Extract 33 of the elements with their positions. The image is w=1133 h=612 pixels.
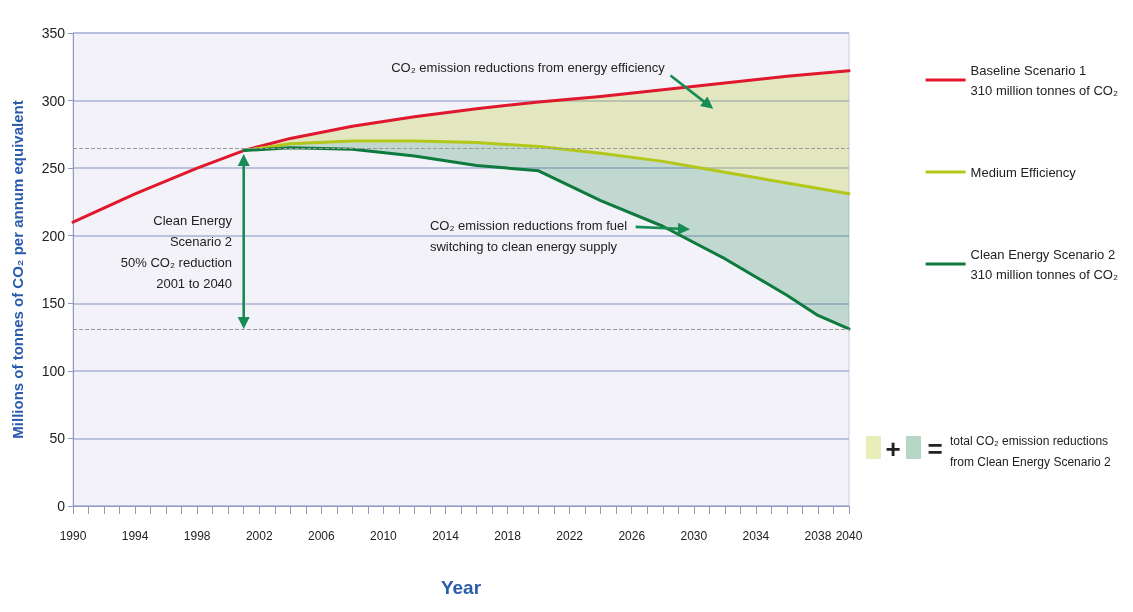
y-tick-label: 100 bbox=[41, 362, 66, 379]
y-tick-label: 50 bbox=[49, 430, 66, 447]
x-tick-label: 2010 bbox=[370, 529, 398, 543]
y-tick-label: 300 bbox=[41, 92, 66, 109]
x-axis-title: Year bbox=[440, 577, 482, 598]
y-tick-label: 200 bbox=[41, 227, 66, 244]
x-tick-label: 2038 bbox=[804, 529, 832, 543]
x-tick-label: 2014 bbox=[432, 529, 460, 543]
x-tick-label: 2026 bbox=[618, 529, 646, 543]
y-tick-label: 250 bbox=[41, 160, 66, 177]
legend-label: Medium Efficiency bbox=[970, 164, 1077, 180]
x-tick-label: 2006 bbox=[307, 529, 335, 543]
annotation: Clean Energy Scenario 2 50% CO₂ reduction 2001 to 2040 bbox=[120, 213, 233, 292]
x-tick-label: 1994 bbox=[121, 529, 149, 543]
y-tick-label: 150 bbox=[41, 295, 66, 312]
legend-label: Baseline Scenario 1 310 million tonnes of CO₂ bbox=[970, 62, 1119, 98]
text: = bbox=[927, 434, 943, 464]
text: total CO₂ emission reductions from Clean Energy Scenario 2 bbox=[950, 433, 1112, 469]
x-tick-label: 2002 bbox=[245, 529, 273, 543]
text: + bbox=[885, 434, 901, 464]
x-tick-label: 1990 bbox=[59, 529, 87, 543]
x-tick-label: 2030 bbox=[680, 529, 708, 543]
y-tick-label: 0 bbox=[57, 498, 66, 514]
annotation: CO₂ emission reductions from energy efficiency bbox=[391, 59, 666, 75]
x-tick-label: 2018 bbox=[494, 529, 522, 543]
y-axis-title: Millions of tonnes of CO₂ per annum equivalent bbox=[9, 100, 26, 439]
annotation: CO₂ emission reductions from fuel switching to clean energy supply bbox=[429, 218, 628, 255]
x-tick-label: 2040 bbox=[835, 529, 863, 543]
y-tick-label: 350 bbox=[41, 25, 66, 41]
x-tick-label: 2022 bbox=[556, 529, 584, 543]
x-tick-label: 1998 bbox=[183, 529, 211, 543]
legend-label: Clean Energy Scenario 2 310 million tonnes of CO₂ bbox=[970, 246, 1119, 282]
x-tick-label: 2034 bbox=[742, 529, 770, 543]
